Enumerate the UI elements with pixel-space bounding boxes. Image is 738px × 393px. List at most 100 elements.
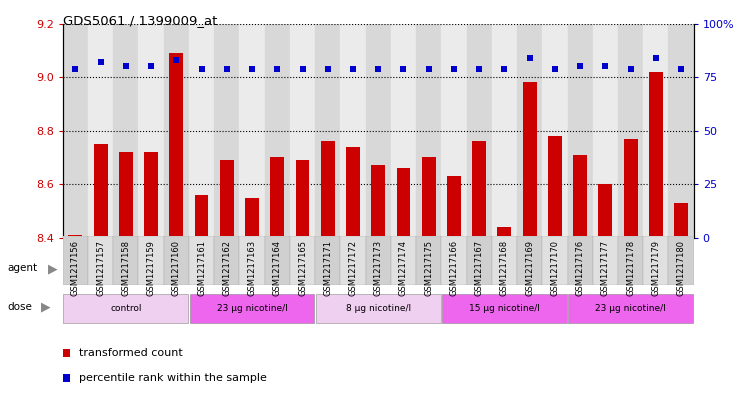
Bar	[618, 24, 644, 238]
Bar	[63, 294, 188, 323]
Bar	[144, 152, 158, 393]
Text: GSM1217177: GSM1217177	[601, 240, 610, 296]
Bar	[63, 24, 88, 238]
Text: dose: dose	[7, 302, 32, 312]
Text: GSM1217159: GSM1217159	[147, 240, 156, 296]
Bar	[139, 24, 164, 238]
Bar	[466, 236, 492, 285]
Text: GSM1217171: GSM1217171	[323, 240, 332, 296]
Bar	[441, 236, 466, 285]
Text: GSM1217178: GSM1217178	[626, 240, 635, 296]
Bar	[346, 147, 360, 393]
Bar	[416, 236, 441, 285]
Bar	[119, 152, 133, 393]
Bar	[214, 236, 239, 285]
Bar	[220, 160, 234, 393]
Bar	[618, 236, 644, 285]
Bar	[447, 176, 461, 393]
Bar	[669, 24, 694, 238]
Bar	[113, 236, 139, 285]
Bar	[492, 236, 517, 285]
Bar	[568, 236, 593, 285]
Bar	[214, 24, 239, 238]
Bar	[340, 236, 365, 285]
Bar	[270, 158, 284, 393]
Bar	[441, 24, 466, 238]
Bar	[644, 236, 669, 285]
Text: GDS5061 / 1399009_at: GDS5061 / 1399009_at	[63, 14, 217, 27]
Bar	[189, 24, 214, 238]
Bar	[517, 236, 542, 285]
Bar	[113, 24, 139, 238]
Text: GSM1217174: GSM1217174	[399, 240, 408, 296]
Text: GSM1217172: GSM1217172	[348, 240, 357, 296]
Bar	[391, 236, 416, 285]
Text: agent: agent	[7, 263, 38, 274]
Text: GSM1217180: GSM1217180	[677, 240, 686, 296]
Bar	[290, 236, 315, 285]
Bar	[644, 24, 669, 238]
Bar	[69, 235, 83, 393]
Text: 23 μg nicotine/l: 23 μg nicotine/l	[217, 304, 287, 313]
Bar	[189, 236, 214, 285]
Text: GSM1217160: GSM1217160	[172, 240, 181, 296]
Bar	[416, 24, 441, 238]
Bar	[649, 72, 663, 393]
Bar	[517, 24, 542, 238]
Text: GSM1217176: GSM1217176	[576, 240, 584, 296]
Text: GSM1217162: GSM1217162	[222, 240, 231, 296]
Bar	[442, 294, 567, 323]
Bar	[245, 198, 259, 393]
Text: GSM1217157: GSM1217157	[96, 240, 105, 296]
Bar	[365, 236, 391, 285]
Bar	[315, 236, 340, 285]
Bar	[669, 236, 694, 285]
Bar	[190, 255, 314, 284]
Text: GSM1217168: GSM1217168	[500, 240, 509, 296]
Bar	[63, 255, 188, 284]
Text: ▶: ▶	[41, 301, 50, 314]
Bar	[88, 24, 113, 238]
Text: fresh air: fresh air	[107, 265, 145, 274]
Bar	[190, 294, 314, 323]
Bar	[265, 236, 290, 285]
Bar	[139, 236, 164, 285]
Bar	[523, 83, 537, 393]
Bar	[265, 24, 290, 238]
Text: control: control	[110, 304, 142, 313]
Text: GSM1217163: GSM1217163	[247, 240, 257, 296]
Text: GSM1217179: GSM1217179	[652, 240, 661, 296]
Bar	[568, 24, 593, 238]
Bar	[295, 160, 309, 393]
Bar	[573, 155, 587, 393]
Text: GSM1217158: GSM1217158	[121, 240, 131, 296]
Bar	[88, 236, 113, 285]
Bar	[593, 236, 618, 285]
Bar	[599, 184, 613, 393]
Bar	[169, 53, 183, 393]
Bar	[593, 24, 618, 238]
Bar	[239, 24, 265, 238]
Bar	[466, 24, 492, 238]
Bar	[421, 158, 435, 393]
Bar	[542, 24, 568, 238]
Text: GSM1217156: GSM1217156	[71, 240, 80, 296]
Text: GSM1217161: GSM1217161	[197, 240, 206, 296]
Text: modified risk pMRTP smoke: modified risk pMRTP smoke	[190, 265, 314, 274]
Text: 8 μg nicotine/l: 8 μg nicotine/l	[345, 304, 411, 313]
Text: percentile rank within the sample: percentile rank within the sample	[78, 373, 266, 383]
Text: GSM1217170: GSM1217170	[551, 240, 559, 296]
Bar	[164, 236, 189, 285]
Text: GSM1217165: GSM1217165	[298, 240, 307, 296]
Bar	[94, 144, 108, 393]
Bar	[239, 236, 265, 285]
Bar	[164, 24, 189, 238]
Text: 23 μg nicotine/l: 23 μg nicotine/l	[596, 304, 666, 313]
Bar	[340, 24, 365, 238]
Bar	[365, 24, 391, 238]
Text: GSM1217173: GSM1217173	[373, 240, 383, 296]
Bar	[568, 294, 693, 323]
Bar	[492, 24, 517, 238]
Bar	[497, 227, 511, 393]
Bar	[391, 24, 416, 238]
